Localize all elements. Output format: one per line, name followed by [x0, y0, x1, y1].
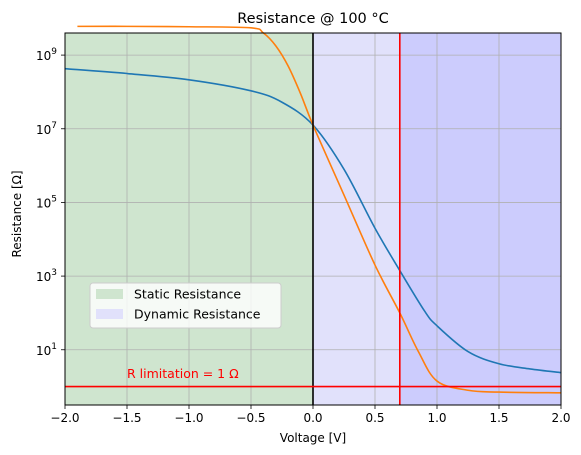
legend-swatch-static: [96, 289, 123, 299]
x-tick-label: 0.0: [303, 411, 322, 425]
x-tick-label: 2.0: [551, 411, 570, 425]
x-tick-label: 1.0: [427, 411, 446, 425]
y-tick-label: 109: [36, 47, 57, 63]
series-line-0: [64, 67, 562, 374]
reference-lines-layer: [65, 33, 561, 405]
legend: Static Resistance Dynamic Resistance: [89, 282, 282, 329]
legend-box: [89, 282, 282, 329]
y-axis-label: Resistance [Ω]: [10, 170, 24, 257]
y-tick-label: 105: [36, 194, 57, 210]
x-tick-label: 1.5: [489, 411, 508, 425]
region-1: [313, 33, 400, 405]
chart-title: Resistance @ 100 °C: [237, 11, 389, 27]
legend-swatch-dynamic: [96, 309, 123, 319]
x-axis-label: Voltage [V]: [280, 431, 346, 445]
x-tick-label: −1.0: [174, 411, 203, 425]
x-tick-label: 0.5: [365, 411, 384, 425]
legend-label-dynamic: Dynamic Resistance: [134, 307, 261, 322]
y-tick-label: 107: [36, 121, 57, 137]
y-ticks-layer: 101 103 105 107 109: [36, 47, 65, 358]
y-tick-label: 103: [36, 268, 57, 284]
legend-label-static: Static Resistance: [134, 287, 241, 302]
limit-annotation: R limitation = 1 Ω: [127, 366, 239, 381]
x-tick-label: −0.5: [236, 411, 265, 425]
region-2: [399, 33, 561, 405]
x-tick-label: −2.0: [50, 411, 79, 425]
y-tick-label: 101: [36, 342, 57, 358]
x-ticks-layer: −2.0 −1.5 −1.0 −0.5 0.0 0.5 1.0 1.5 2.0: [50, 405, 571, 425]
x-tick-label: −1.5: [112, 411, 141, 425]
